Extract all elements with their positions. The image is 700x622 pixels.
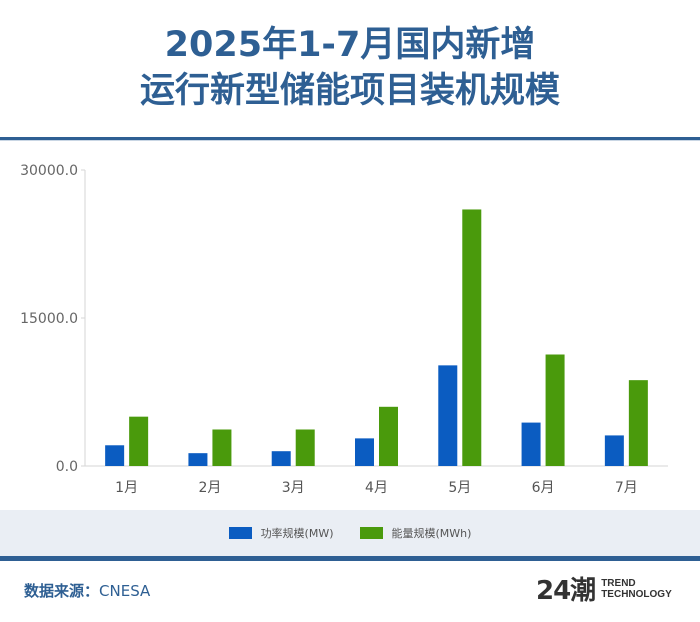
y-tick-label: 30000.0 [20,163,78,179]
x-tick-label: 5月 [448,480,471,496]
bar-energy [462,209,482,466]
title-line-2: 运行新型储能项目装机规模 [139,71,560,111]
top-divider [0,137,700,140]
title-line-1: 2025年1-7月国内新增 [164,25,536,65]
y-tick-label: 15000.0 [20,311,78,327]
bar-power [105,445,125,466]
x-tick-label: 7月 [615,480,638,496]
brand-logo: 24潮 TREND TECHNOLOGY [536,570,672,607]
bar-energy [129,416,149,466]
source-value: CNESA [99,582,151,600]
bar-energy [379,406,398,466]
source-label: 数据来源： [24,582,100,600]
bar-energy [295,429,315,466]
top-divider-shadow [0,140,700,141]
legend-band: 功率规模(MW) 能量规模(MWh) [0,510,700,556]
bar-chart: 0.0 15000.0 30000.0 1月 2月 3月 4月 5月 6月 7月 [20,163,668,496]
logo-line-2: TECHNOLOGY [601,588,672,600]
x-tick-label: 1月 [115,480,138,496]
legend-swatch-energy [359,527,383,539]
legend-label-power: 功率规模(MW) [260,527,334,540]
legend-label-energy: 能量规模(MWh) [391,527,472,540]
y-tick-label: 0.0 [56,459,78,475]
bottom-divider [0,556,700,561]
logo-line-1: TREND [601,577,636,589]
bar-power [438,365,458,466]
x-tick-label: 3月 [282,480,305,496]
legend-item-power[interactable]: 功率规模(MW) [228,525,334,541]
chart-legend: 功率规模(MW) 能量规模(MWh) [0,510,700,556]
logo-mark: 24潮 [536,576,596,606]
legend-item-energy[interactable]: 能量规模(MWh) [359,525,472,541]
legend-swatch-power [228,527,252,539]
x-tick-label: 2月 [198,480,221,496]
bar-energy [212,429,232,466]
bar-power [604,435,624,466]
bar-energy [628,380,648,466]
bar-power [188,453,208,466]
logo-text: TREND TECHNOLOGY [601,578,672,600]
x-tick-label: 4月 [365,480,388,496]
chart-title: 2025年1-7月国内新增 运行新型储能项目装机规模 [0,22,700,114]
bar-power [355,438,374,466]
data-source: 数据来源：CNESA [24,580,150,601]
bar-power [271,451,291,466]
x-tick-label: 6月 [532,480,555,496]
bar-energy [545,354,565,466]
bar-power [521,422,541,466]
